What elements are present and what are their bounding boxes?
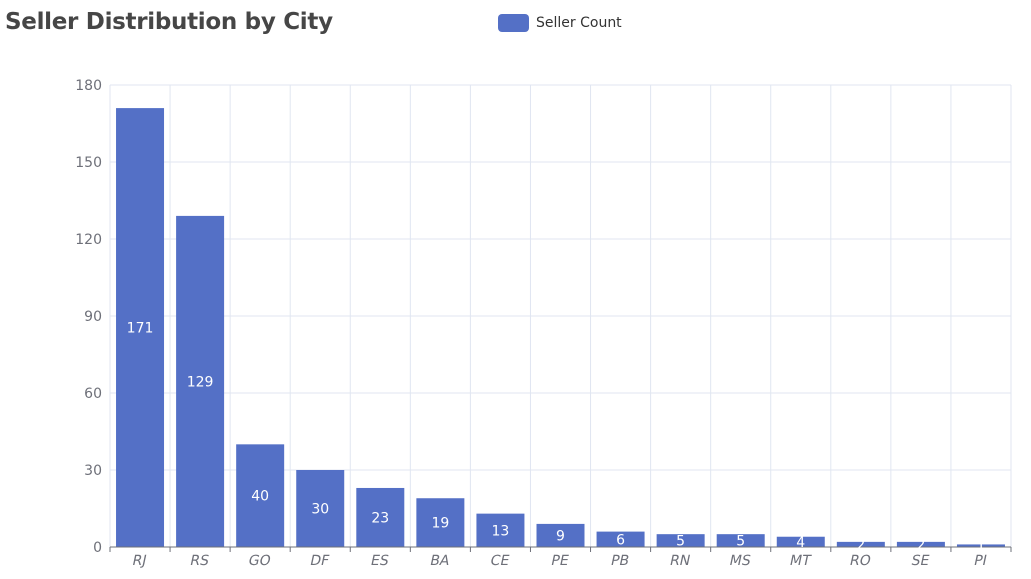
x-tick-label: PI <box>972 553 988 569</box>
bar-es[interactable] <box>356 487 405 547</box>
y-tick-label: 180 <box>75 78 102 94</box>
x-tick-label: RN <box>668 553 692 569</box>
bar-rn[interactable] <box>656 534 705 547</box>
axes: 0 30 60 90 120 150 180 RJ RS GO DF ES BA CE PE PB RN MS MT… <box>75 78 1012 569</box>
bar-pb[interactable] <box>596 531 645 547</box>
legend-label: Seller Count <box>536 15 622 31</box>
data-label: 30 <box>311 502 329 518</box>
bar-rj[interactable] <box>116 108 165 547</box>
x-tick-label: PB <box>609 553 630 569</box>
bar-se[interactable] <box>896 541 945 547</box>
data-label: 4 <box>796 535 805 551</box>
data-label: 13 <box>492 523 510 539</box>
bar-mt[interactable] <box>776 536 825 547</box>
data-label: 5 <box>736 534 745 550</box>
grid-lines <box>109 84 1012 547</box>
bar-go[interactable] <box>236 444 285 547</box>
data-label: 171 <box>127 321 154 337</box>
data-label: 2 <box>856 537 865 553</box>
data-label: 40 <box>251 489 269 505</box>
legend[interactable]: Seller Count <box>498 14 622 32</box>
x-tick-label: ES <box>369 553 390 569</box>
legend-swatch <box>498 14 529 32</box>
x-tick-label: DF <box>309 553 331 569</box>
data-label: 5 <box>676 534 685 550</box>
x-tick-label: MS <box>728 553 752 569</box>
data-label: 9 <box>556 528 565 544</box>
labels: 171 129 40 30 23 19 13 9 6 5 5 4 2 2 1 <box>127 321 986 555</box>
y-tick-label: 150 <box>75 155 102 171</box>
x-tick-label: CE <box>489 553 511 569</box>
bar-df[interactable] <box>296 470 345 547</box>
bar-ms[interactable] <box>716 534 765 547</box>
x-tick-label: RJ <box>131 553 148 569</box>
data-label: 23 <box>371 510 389 526</box>
bar-rs[interactable] <box>176 215 225 547</box>
data-label: 129 <box>187 374 214 390</box>
y-tick-label: 60 <box>84 386 102 402</box>
x-tick-label: PE <box>550 553 571 569</box>
bar-ba[interactable] <box>416 498 465 547</box>
chart-title: Seller Distribution by City <box>5 9 333 35</box>
bar-ro[interactable] <box>836 541 885 547</box>
y-tick-label: 90 <box>84 309 102 325</box>
x-tick-label: MT <box>788 553 812 569</box>
data-label: 6 <box>616 532 625 548</box>
x-tick-label: BA <box>429 553 452 569</box>
y-tick-label: 0 <box>93 540 102 556</box>
x-tick-label: RO <box>848 553 872 569</box>
bars <box>116 108 1005 547</box>
bar-ce[interactable] <box>476 513 525 547</box>
y-tick-label: 120 <box>75 232 102 248</box>
x-tick-label: GO <box>247 553 272 569</box>
bar-pe[interactable] <box>536 523 585 547</box>
bar-pi[interactable] <box>956 544 1005 547</box>
x-tick-label: SE <box>910 553 931 569</box>
data-label: 2 <box>916 537 925 553</box>
x-tick-label: RS <box>189 553 211 569</box>
data-label: 1 <box>977 539 986 555</box>
y-tick-label: 30 <box>84 463 102 479</box>
data-label: 19 <box>431 516 449 532</box>
